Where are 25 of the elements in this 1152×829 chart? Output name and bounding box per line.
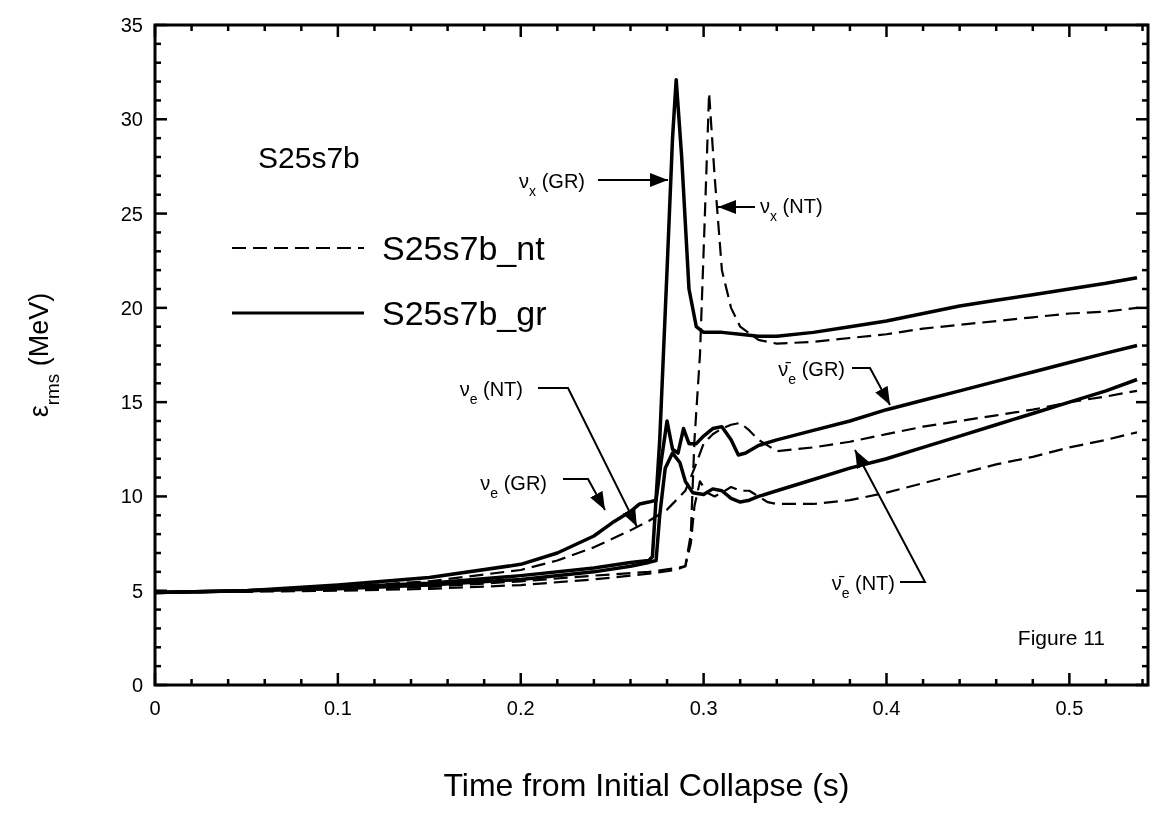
x-tick-label: 0.5	[1055, 697, 1084, 719]
y-tick-label: 30	[120, 108, 143, 131]
annotation: Figure 11	[1017, 626, 1105, 649]
y-tick-label: 25	[120, 202, 143, 225]
legend-label: S25s7b_gr	[382, 294, 547, 332]
x-tick-label: 0.3	[689, 697, 718, 719]
annotation: ν$_{x}$ (NT)	[760, 195, 823, 224]
x-axis-title: Time from Initial Collapse (s)	[443, 767, 850, 803]
x-tick-label: 0.1	[323, 697, 352, 719]
y-tick-label: 35	[120, 14, 143, 36]
annotation: ν$_{x}$ (GR)	[519, 170, 585, 199]
y-tick-label: 5	[131, 579, 143, 602]
y-tick-label: 10	[120, 485, 143, 508]
y-tick-label: 0	[131, 674, 143, 696]
x-tick-label: 0.4	[872, 697, 901, 719]
x-tick-label: 0	[149, 697, 161, 719]
annotation: ν$_{e}$ (NT)	[459, 378, 523, 407]
y-tick-label: 15	[120, 391, 143, 414]
y-tick-label: 20	[120, 296, 143, 319]
x-tick-label: 0.2	[506, 697, 535, 719]
annotation: ν̄$_{e}$ (NT)	[831, 572, 895, 601]
text: S25s7b	[258, 141, 360, 174]
annotation: ν̄$_{e}$ (GR)	[778, 358, 845, 387]
annotation: ν$_{e}$ (GR)	[480, 472, 547, 501]
legend-label: S25s7b_nt	[382, 229, 546, 267]
